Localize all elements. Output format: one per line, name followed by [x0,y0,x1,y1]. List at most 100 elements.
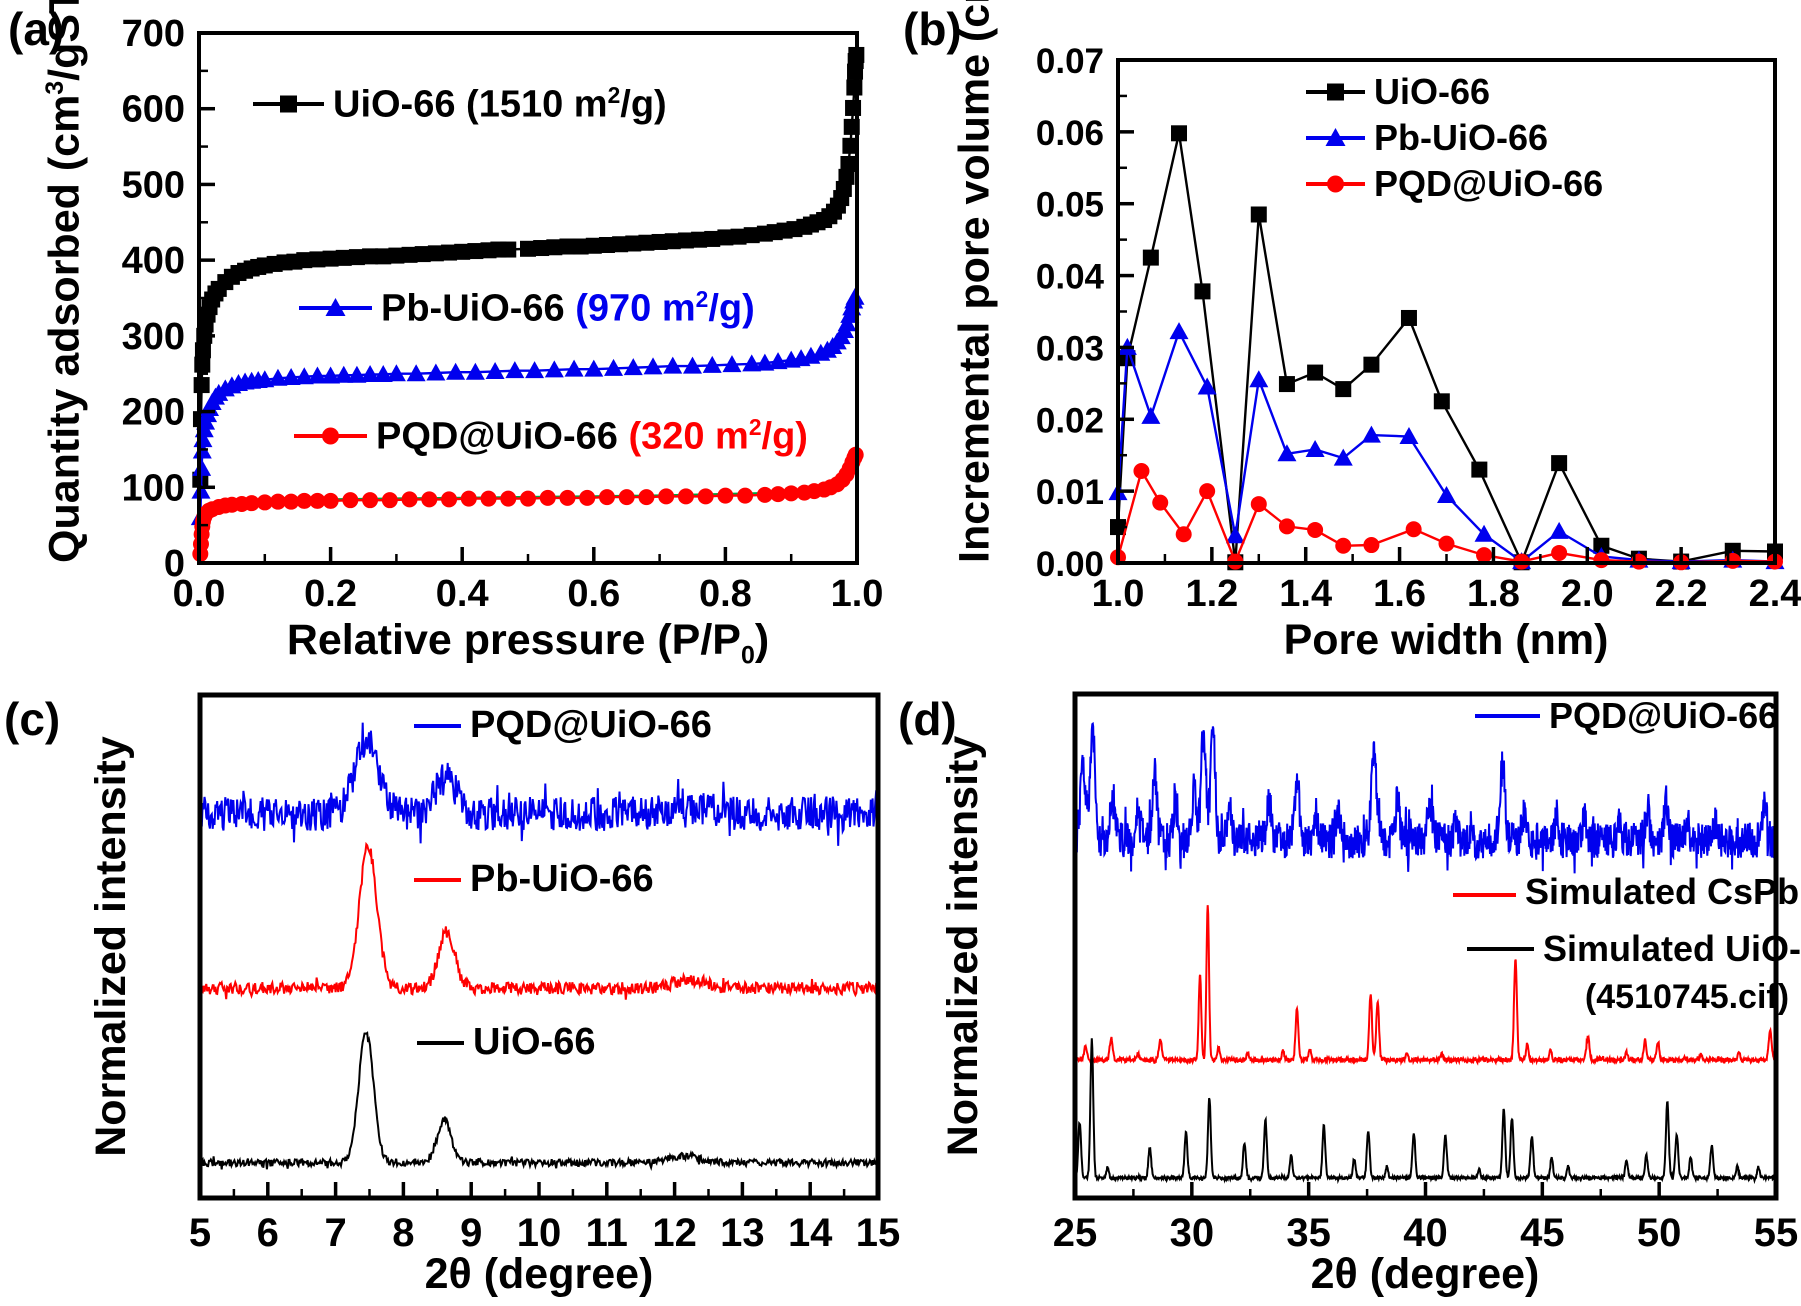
panel-c-plot: 5 6 7 8 9 10 11 12 13 14 15 [189,692,901,1255]
svg-text:13: 13 [720,1211,765,1255]
legend-label: Pb-UiO-66 (970 m2/g) [381,286,755,330]
trace-simulated-cspbbr3 [1077,905,1774,1066]
svg-text:0.06: 0.06 [1036,114,1104,153]
svg-text:0.00: 0.00 [1036,545,1104,584]
panel-a-y-axis-title-text: Quantity adsorbed (cm [40,94,89,563]
panel-a-y-axis-title-text2: /gSTP) [40,0,89,81]
svg-text:0.8: 0.8 [699,573,752,615]
panel-c-letter: (c) [4,693,61,745]
panel-c-x-axis-title-text: 2θ (degree) [424,1250,654,1298]
svg-text:300: 300 [122,316,185,358]
svg-text:1.6: 1.6 [1373,573,1426,615]
legend-label: Pb-UiO-66 [470,858,654,900]
legend-line-none-icon [414,723,461,728]
panel-a-x-axis-title-sub: 0 [740,641,755,670]
svg-text:7: 7 [324,1211,346,1255]
legend-item-b-0: UiO-66 [1305,71,1490,113]
legend-item-a-0: UiO-66 (1510 m2/g) [252,82,667,127]
panel-d-plot: 25 30 35 40 45 50 55 [1053,691,1799,1255]
svg-text:50: 50 [1637,1211,1682,1255]
svg-text:0.05: 0.05 [1036,186,1104,225]
trace-pqd@uio-66 [202,722,876,846]
svg-text:25: 25 [1053,1211,1098,1255]
svg-text:0.6: 0.6 [567,573,620,615]
svg-text:400: 400 [122,240,185,282]
legend-label: PQD@UiO-66 [1374,163,1604,204]
panel-c-y-axis-title-text: Normalized intensity [87,736,135,1157]
legend-label: Pb-UiO-66 [1374,117,1549,158]
legend-item-b-2: PQD@UiO-66 [1305,163,1603,205]
series-pqd@uio-66-320-m2-g- [192,446,864,562]
svg-text:2.0: 2.0 [1561,573,1614,615]
legend-line-none-icon [417,1040,464,1045]
panel-c-y-axis-title: Normalized intensity [86,695,136,1198]
panel-d-y-axis-title-text: Normalized intensity [939,735,987,1157]
series-pqd@uio-66 [1110,463,1783,571]
svg-text:9: 9 [460,1211,482,1255]
svg-text:0: 0 [164,543,185,585]
panel-d-letter: (d) [898,693,957,745]
panel-d-x-axis-title: 2θ (degree) [1125,1250,1725,1299]
svg-text:700: 700 [122,13,185,55]
svg-text:12: 12 [652,1211,697,1255]
panel-c-x-axis-title: 2θ (degree) [239,1250,839,1299]
svg-text:10: 10 [517,1211,562,1255]
legend-item-a-2: PQD@UiO-66 (320 m2/g) [293,414,808,459]
svg-text:0.01: 0.01 [1036,473,1104,512]
svg-text:1.2: 1.2 [1185,573,1238,615]
svg-text:1.0: 1.0 [1092,573,1145,615]
panel-a-x-axis-title-text: Relative pressure (P/P [286,616,741,664]
legend-line-circle-icon [294,427,367,445]
legend-line-square-icon [253,95,324,113]
panel-a-plot: 0 100 200 300 400 500 600 700 0.0 0.2 0.4 0.6 0.8 1.0 [122,13,884,615]
svg-text:2.2: 2.2 [1655,573,1708,615]
panel-b-x-axis-title-text: Pore width (nm) [1283,616,1609,664]
panel-d-x-axis-title-text: 2θ (degree) [1310,1250,1540,1298]
svg-text:35: 35 [1286,1211,1331,1255]
legend-label: UiO-66 (1510 m2/g) [333,82,667,126]
svg-text:2.4: 2.4 [1749,573,1801,615]
svg-text:0.2: 0.2 [304,573,357,615]
svg-text:0.0: 0.0 [173,573,226,615]
svg-text:5: 5 [189,1211,211,1255]
svg-text:30: 30 [1170,1211,1215,1255]
legend-line-none-icon [414,877,461,882]
svg-text:11: 11 [586,1211,628,1255]
legend-item-c-1: Pb-UiO-66 [413,858,654,901]
legend-line-square-icon [1306,83,1365,101]
legend-label: PQD@UiO-66 (320 m2/g) [376,414,808,458]
svg-text:1.8: 1.8 [1467,573,1520,615]
legend-line-none-icon [1475,714,1540,718]
legend-line-triangle-icon [299,298,372,317]
svg-text:0.4: 0.4 [436,573,489,615]
svg-text:0.02: 0.02 [1036,401,1104,440]
svg-text:0.03: 0.03 [1036,329,1104,368]
legend-label: Simulated CsPbBr3 [1525,871,1801,912]
legend-item-b-1: Pb-UiO-66 [1305,117,1548,159]
panel-b-y-axis-title-text: Incremental pore volume (cm [950,0,999,563]
panel-a-letter: (a) [8,3,65,55]
legend-line-none-icon [1467,947,1534,951]
legend-item-d-2: Simulated UiO-66 [1466,928,1801,970]
legend-label: PQD@UiO-66 [1549,695,1779,736]
svg-text:55: 55 [1754,1211,1799,1255]
svg-text:8: 8 [392,1211,414,1255]
legend-label: Simulated UiO-66 [1543,928,1801,969]
svg-text:45: 45 [1520,1211,1565,1255]
legend-label: UiO-66 [1374,71,1491,112]
legend-label: UiO-66 [473,1021,596,1063]
svg-text:1.0: 1.0 [831,573,884,615]
svg-text:15: 15 [856,1211,901,1255]
panel-b-letter: (b) [903,3,962,55]
svg-text:500: 500 [122,164,185,206]
legend-line-triangle-icon [1306,128,1365,146]
legend-item-d-1: Simulated CsPbBr3 [1452,871,1801,918]
panel-a-x-axis-title: Relative pressure (P/P0) [228,616,828,671]
panel-a-y-axis-title-sup: 3 [41,80,69,95]
legend-item-c-2: UiO-66 [416,1021,595,1064]
legend-label: PQD@UiO-66 [470,704,712,746]
svg-text:600: 600 [122,89,185,131]
trace-simulated-uio-66-4510745-cif- [1077,1038,1774,1185]
